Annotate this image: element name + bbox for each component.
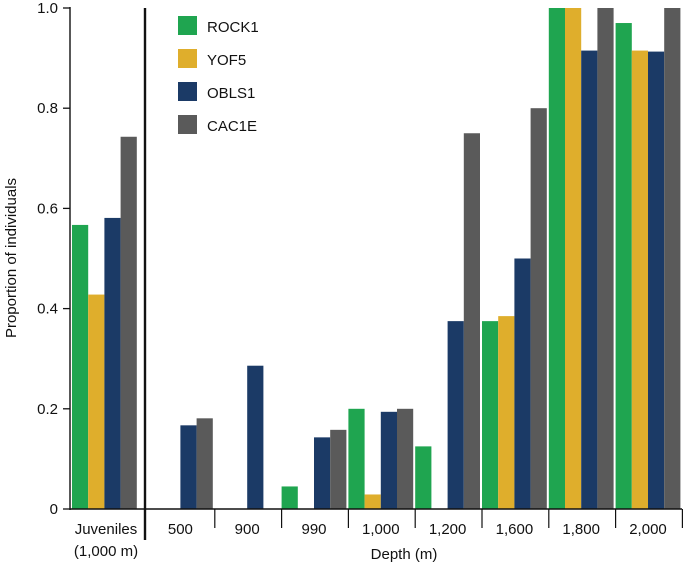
y-tick-label-0: 0 <box>50 501 58 518</box>
bar-rock1-4 <box>348 408 365 509</box>
bar-yof5-7 <box>565 8 582 509</box>
x-tick-sublabel-0: (1,000 m) <box>74 543 138 560</box>
bar-rock1-3 <box>281 486 298 509</box>
x-tick-label-5: 1,200 <box>429 521 467 538</box>
x-tick-label-6: 1,600 <box>496 521 534 538</box>
bar-rock1-7 <box>548 8 565 509</box>
x-tick-labels-layer: Juveniles (1,000 m) 500 900 990 1,000 1,200 1,6… <box>74 521 667 560</box>
y-tick-label-3: 0.6 <box>37 200 58 217</box>
bar-cac1e-0 <box>120 136 137 509</box>
bar-yof5-8 <box>631 50 648 509</box>
y-ticks-layer: 0 0.2 0.4 0.6 0.8 1.0 <box>37 0 70 518</box>
y-tick-label-4: 0.8 <box>37 100 58 117</box>
x-tick-label-0: Juveniles <box>75 521 138 538</box>
bar-obls1-3 <box>314 437 331 509</box>
bars-layer <box>72 8 681 510</box>
bar-cac1e-7 <box>597 8 614 509</box>
bar-cac1e-1 <box>196 418 213 509</box>
legend-label-rock1: ROCK1 <box>207 19 259 36</box>
legend-swatch-cac1e <box>178 115 197 134</box>
bar-obls1-5 <box>447 321 464 510</box>
bar-cac1e-4 <box>397 408 414 509</box>
bar-rock1-6 <box>482 321 499 510</box>
bar-obls1-7 <box>581 50 598 509</box>
bar-cac1e-8 <box>664 8 681 509</box>
bar-rock1-0 <box>72 224 89 509</box>
legend-label-yof5: YOF5 <box>207 52 246 69</box>
x-tick-label-2: 900 <box>235 521 260 538</box>
legend-swatch-yof5 <box>178 49 197 68</box>
x-tick-label-1: 500 <box>168 521 193 538</box>
bar-obls1-6 <box>514 258 531 509</box>
x-tick-label-7: 1,800 <box>562 521 600 538</box>
bar-rock1-5 <box>415 446 432 510</box>
bar-rock1-8 <box>615 23 632 510</box>
y-tick-label-1: 0.2 <box>37 401 58 418</box>
x-tick-label-3: 990 <box>301 521 326 538</box>
bar-obls1-2 <box>247 365 264 509</box>
y-axis-title: Proportion of individuals <box>3 178 20 338</box>
bar-obls1-0 <box>104 217 121 510</box>
bar-obls1-4 <box>380 411 397 509</box>
legend: ROCK1 YOF5 OBLS1 CAC1E <box>178 16 259 135</box>
bar-cac1e-5 <box>463 133 480 509</box>
x-tick-label-8: 2,000 <box>629 521 667 538</box>
bar-obls1-8 <box>648 51 665 510</box>
bar-yof5-4 <box>364 494 381 509</box>
bar-obls1-1 <box>180 425 197 509</box>
legend-swatch-obls1 <box>178 82 197 101</box>
y-tick-label-2: 0.4 <box>37 301 58 318</box>
bar-yof5-6 <box>498 316 515 509</box>
x-axis-title: Depth (m) <box>371 546 438 563</box>
bar-cac1e-3 <box>330 429 347 509</box>
legend-label-obls1: OBLS1 <box>207 85 255 102</box>
legend-swatch-rock1 <box>178 16 197 35</box>
axes-layer <box>69 7 684 540</box>
y-tick-label-5: 1.0 <box>37 0 58 17</box>
legend-label-cac1e: CAC1E <box>207 118 257 135</box>
x-tick-label-4: 1,000 <box>362 521 400 538</box>
bar-yof5-0 <box>88 294 105 509</box>
bar-cac1e-6 <box>530 108 547 509</box>
